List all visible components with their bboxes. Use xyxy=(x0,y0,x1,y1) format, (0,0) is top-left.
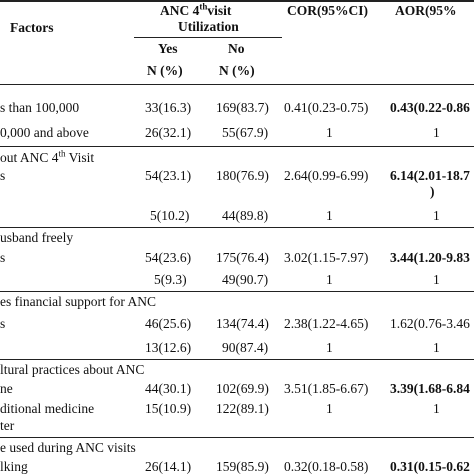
row-label: 0,000 and above xyxy=(0,125,89,140)
row-yes: 44(30.1) xyxy=(145,381,192,396)
row-label: ditional medicine xyxy=(0,401,95,416)
row-aor: 0.31(0.15-0.62 xyxy=(390,459,470,474)
top-rule xyxy=(0,0,474,2)
row-label: ne xyxy=(0,381,13,396)
row-no: 49(90.7) xyxy=(222,272,269,287)
section-rule xyxy=(0,359,474,360)
row-cor: 0.41(0.23-0.75) xyxy=(284,100,369,115)
header-anc-line2: Utilization xyxy=(178,19,239,34)
row-no: 122(89.1) xyxy=(216,401,269,416)
section-title: usband freely xyxy=(0,230,74,245)
row-no: 134(74.4) xyxy=(216,316,269,331)
row-aor: 0.43(0.22-0.86 xyxy=(390,100,470,115)
header-cor: COR(95%CI) xyxy=(287,3,368,18)
header-anc-post: visit xyxy=(207,3,232,18)
row-yes: 54(23.6) xyxy=(145,250,192,265)
header-factors: Factors xyxy=(10,20,54,35)
row-label: s xyxy=(0,168,6,183)
section-rule xyxy=(0,227,474,228)
row-yes: 26(32.1) xyxy=(145,125,192,140)
row-no: 90(87.4) xyxy=(222,340,269,355)
row-cor: 1 xyxy=(326,125,333,140)
row-aor: 1 xyxy=(433,340,440,355)
header-yes: Yes xyxy=(158,41,178,56)
row-cor: 1 xyxy=(326,208,333,223)
row-no: 180(76.9) xyxy=(216,168,269,183)
row-yes: 5(9.3) xyxy=(154,272,187,287)
header-anc-sup: th xyxy=(199,1,208,12)
header-aor: AOR(95% xyxy=(395,3,457,18)
row-yes: 46(25.6) xyxy=(145,316,192,331)
header-bottom-rule xyxy=(0,84,474,85)
row-label: s xyxy=(0,316,6,331)
row-label-continued: ter xyxy=(0,418,15,433)
row-no: 44(89.8) xyxy=(222,208,269,223)
section-title-sup: th xyxy=(58,148,66,159)
row-aor: 6.14(2.01-18.7 xyxy=(390,168,470,183)
row-aor: 3.39(1.68-6.84 xyxy=(390,381,470,396)
row-cor: 1 xyxy=(326,272,333,287)
row-yes: 15(10.9) xyxy=(145,401,192,416)
row-yes: 13(12.6) xyxy=(145,340,192,355)
row-aor: 1 xyxy=(433,208,440,223)
row-no: 159(85.9) xyxy=(216,459,269,474)
row-no: 169(83.7) xyxy=(216,100,269,115)
row-yes: 33(16.3) xyxy=(145,100,192,115)
section-title: e used during ANC visits xyxy=(0,440,136,455)
section-rule xyxy=(0,291,474,292)
row-aor: 1 xyxy=(433,125,440,140)
row-label: lking xyxy=(0,459,28,474)
row-cor: 1 xyxy=(326,340,333,355)
section-title: es financial support for ANC xyxy=(0,294,156,309)
row-no: 102(69.9) xyxy=(216,381,269,396)
section-title: ltural practices about ANC xyxy=(0,362,145,377)
row-no: 55(67.9) xyxy=(222,125,269,140)
section-rule xyxy=(0,437,474,438)
row-no: 175(76.4) xyxy=(216,250,269,265)
header-n-pct-yes: N (%) xyxy=(147,63,183,78)
section-title-post: Visit xyxy=(65,150,95,165)
row-yes: 54(23.1) xyxy=(145,168,192,183)
row-label: s than 100,000 xyxy=(0,100,80,115)
row-cor: 0.32(0.18-0.58) xyxy=(284,459,369,474)
row-yes: 26(14.1) xyxy=(145,459,192,474)
header-no: No xyxy=(228,41,245,56)
row-yes: 5(10.2) xyxy=(150,208,190,223)
row-cor: 3.51(1.85-6.67) xyxy=(284,381,369,396)
row-aor: 1 xyxy=(433,272,440,287)
row-cor: 2.38(1.22-4.65) xyxy=(284,316,369,331)
section-title-pre: out ANC 4 xyxy=(0,150,59,165)
header-anc-underline xyxy=(134,37,282,38)
row-cor: 2.64(0.99-6.99) xyxy=(284,168,369,183)
row-cor: 3.02(1.15-7.97) xyxy=(284,250,369,265)
row-aor: 3.44(1.20-9.83 xyxy=(390,250,470,265)
header-n-pct-no: N (%) xyxy=(219,63,255,78)
section-title: out ANC 4th Visit xyxy=(0,148,95,166)
header-anc-line1: ANC 4thvisit xyxy=(160,1,232,19)
header-anc-pre: ANC 4 xyxy=(160,3,200,18)
row-aor: 1 xyxy=(433,401,440,416)
row-label: s xyxy=(0,250,6,265)
row-aor: 1.62(0.76-3.46 xyxy=(390,316,470,331)
row-cor: 1 xyxy=(326,401,333,416)
section-rule xyxy=(0,146,474,147)
row-aor-continued: ) xyxy=(430,184,435,199)
